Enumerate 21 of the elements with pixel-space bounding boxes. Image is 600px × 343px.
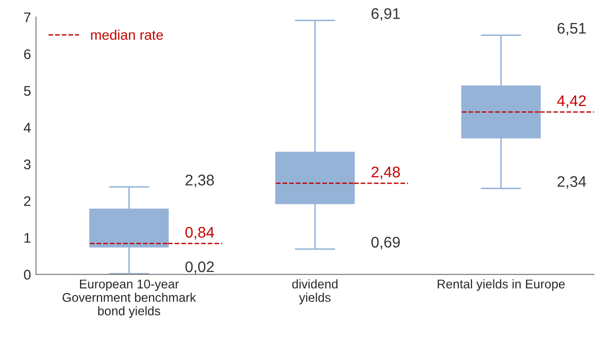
y-tick-label: 1	[24, 233, 30, 243]
y-tick-label: 2	[24, 196, 30, 206]
x-tick-label: European 10-year Government benchmark bond yields	[62, 280, 196, 318]
y-tick-label: 3	[24, 159, 31, 170]
x-tick-label: dividend yields	[292, 279, 338, 304]
y-tick-label: 5	[24, 86, 31, 96]
x-tick-label: Rental yields in Europe	[438, 279, 565, 291]
text: median rate	[91, 30, 163, 40]
y-tick-label: 4	[24, 122, 31, 132]
y-tick-label: 0	[24, 270, 31, 280]
annotation: 4,42	[557, 95, 586, 108]
annotation: 6,51	[558, 22, 586, 36]
y-tick-label: 7	[24, 12, 30, 22]
annotation: 2,34	[558, 176, 586, 189]
y-tick-label: 6	[24, 49, 31, 60]
annotation: 2,38	[186, 174, 214, 188]
annotation: 6,91	[372, 8, 400, 21]
annotation: 0,02	[185, 261, 214, 274]
annotation: 0,84	[185, 226, 214, 240]
annotation: 2,48	[372, 166, 400, 180]
annotation: 0,69	[371, 236, 400, 250]
